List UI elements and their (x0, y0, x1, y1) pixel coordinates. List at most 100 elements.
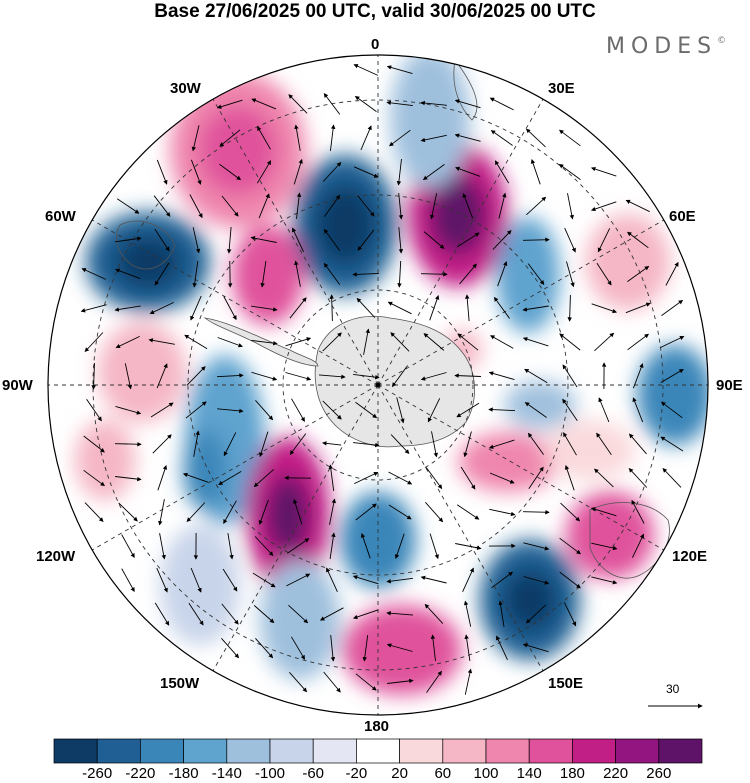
latitude-circle (187, 194, 569, 576)
wind-arrow (289, 672, 308, 693)
wind-arrow (489, 97, 514, 111)
wind-arrow (523, 576, 550, 585)
wind-arrow (386, 643, 413, 652)
wind-arrow (598, 397, 610, 423)
label-lon-120e: 120E (672, 548, 708, 565)
wind-arrow (564, 227, 576, 253)
wind-arrow (566, 261, 575, 288)
anomaly-contour (116, 236, 180, 288)
wind-arrow (627, 333, 650, 351)
wind-arrow (563, 432, 577, 456)
wind-arrow (660, 436, 684, 452)
colorbar-tick-label: -220 (125, 765, 156, 782)
wind-arrow (251, 98, 277, 110)
anomaly-contour (232, 225, 304, 325)
anomaly-contour (183, 430, 227, 510)
wind-arrow (216, 373, 244, 378)
wind-arrow (254, 536, 274, 557)
wind-arrow (661, 299, 684, 316)
wind-arrow (490, 130, 513, 146)
wind-arrow (115, 476, 142, 482)
wind-arrow (528, 466, 544, 490)
wind-arrow (394, 533, 405, 560)
colorbar-swatch (96, 738, 141, 764)
wind-arrow (258, 193, 270, 219)
wind-arrow (490, 335, 514, 349)
wind-arrow (629, 433, 647, 455)
wind-arrow (81, 268, 106, 280)
wind-arrow (329, 294, 334, 322)
meridian-line (91, 219, 379, 386)
modes-logo: MODES© (606, 34, 727, 59)
wind-arrow (222, 568, 238, 592)
wind-arrow (223, 432, 237, 457)
wind-arrow (158, 499, 165, 526)
wind-arrow (322, 441, 342, 446)
wind-arrow (496, 635, 508, 660)
colorbar-swatch (269, 738, 314, 764)
wind-arrow (497, 261, 508, 287)
wind-arrow (293, 498, 303, 525)
wind-arrow (319, 607, 344, 621)
wind-arrow (185, 401, 207, 419)
wind-arrow (251, 305, 278, 312)
wind-arrow (420, 271, 448, 277)
wind-arrow (83, 469, 106, 487)
wind-arrow (387, 301, 412, 315)
label-lon-150w: 150W (160, 675, 200, 692)
wind-arrow (323, 262, 341, 285)
wind-arrow (525, 604, 546, 624)
wind-arrow (189, 194, 203, 219)
wind-arrow (285, 337, 312, 347)
wind-arrow (296, 192, 302, 219)
wind-arrow (388, 471, 413, 485)
wind-arrow (562, 364, 578, 388)
wind-arrow (590, 166, 617, 177)
wind-arrow (524, 402, 547, 418)
wind-arrow (596, 432, 612, 455)
wind-arrow (287, 538, 310, 554)
wind-arrow (564, 464, 575, 491)
wind-arrow (591, 576, 618, 585)
colorbar-tick-label: -140 (211, 765, 242, 782)
wind-arrow (522, 237, 550, 243)
wind-arrow (398, 227, 404, 254)
meridian-line (91, 384, 379, 551)
wind-arrow (420, 134, 447, 143)
wind-arrow (632, 397, 644, 423)
anomaly-contour (545, 420, 635, 480)
wind-arrow (223, 296, 237, 321)
wind-arrow (524, 368, 548, 384)
meridian-line (212, 384, 379, 672)
wind-arrow (426, 670, 442, 693)
wind-arrow (190, 159, 202, 185)
vector-scale-label: 30 (666, 682, 680, 696)
wind-arrow (86, 399, 102, 422)
wind-arrow (357, 195, 375, 217)
wind-arrow (464, 294, 470, 322)
colorbar-swatch (528, 738, 573, 764)
colorbar-tick-label: -260 (82, 765, 113, 782)
wind-arrow (91, 362, 96, 390)
wind-arrow (567, 294, 572, 322)
wind-arrow (323, 228, 341, 251)
wind-arrow (159, 533, 166, 560)
wind-arrow (423, 231, 445, 249)
label-lon-30w: 30W (170, 80, 201, 97)
colorbar-swatch (442, 738, 487, 764)
wind-arrow (390, 332, 410, 352)
wind-arrow (353, 442, 380, 448)
colorbar-swatch (485, 738, 530, 764)
wind-arrow (182, 472, 209, 483)
colorbar (53, 738, 703, 764)
wind-arrow (115, 405, 142, 415)
wind-arrow (191, 125, 200, 152)
wind-arrow (527, 263, 545, 285)
wind-arrow (190, 295, 202, 321)
wind-arrow (456, 232, 480, 248)
wind-arrow (255, 638, 274, 659)
wind-arrow (628, 467, 648, 488)
latitude-circle (282, 289, 474, 481)
wind-arrow (560, 502, 581, 522)
wind-arrow (84, 332, 104, 353)
